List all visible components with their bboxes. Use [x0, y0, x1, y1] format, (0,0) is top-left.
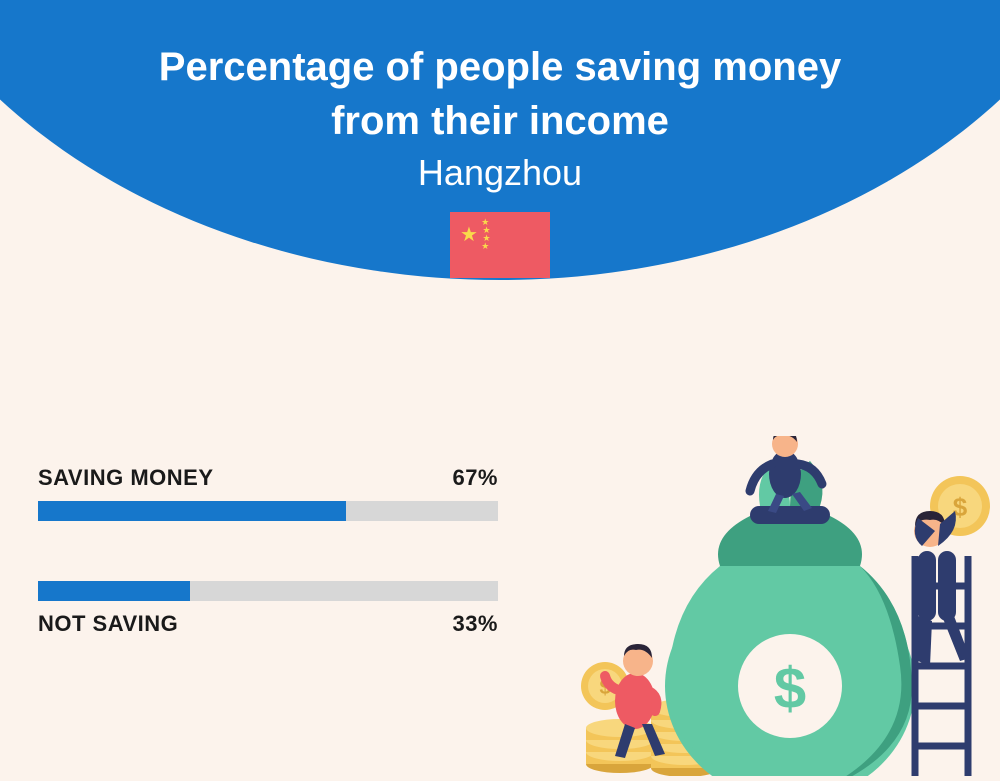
subtitle: Hangzhou	[0, 152, 1000, 194]
flag-big-star-icon: ★	[460, 222, 478, 247]
bar-labels: SAVING MONEY 67%	[38, 465, 498, 491]
bar-labels: NOT SAVING 33%	[38, 611, 498, 637]
bar-fill	[38, 501, 346, 521]
money-bag-icon: $	[665, 461, 915, 776]
bar-saving-money: SAVING MONEY 67%	[38, 465, 498, 521]
bar-track	[38, 581, 498, 601]
bars-section: SAVING MONEY 67% NOT SAVING 33%	[38, 465, 498, 697]
person-ladder-icon: $	[914, 476, 990, 666]
bar-not-saving: NOT SAVING 33%	[38, 581, 498, 637]
page-title: Percentage of people saving money from t…	[0, 40, 1000, 148]
bar-track	[38, 501, 498, 521]
bar-label: NOT SAVING	[38, 611, 178, 637]
title-line-2: from their income	[331, 99, 669, 143]
title-line-1: Percentage of people saving money	[159, 45, 841, 89]
flag-small-stars-icon: ★ ★ ★★	[480, 218, 491, 250]
bar-label: SAVING MONEY	[38, 465, 214, 491]
bar-value: 67%	[452, 465, 498, 491]
bar-value: 33%	[452, 611, 498, 637]
savings-illustration: $ $ $	[560, 436, 1000, 776]
svg-text:$: $	[774, 656, 806, 721]
china-flag-icon: ★ ★ ★ ★★	[450, 212, 550, 278]
header: Percentage of people saving money from t…	[0, 40, 1000, 278]
bar-fill	[38, 581, 190, 601]
